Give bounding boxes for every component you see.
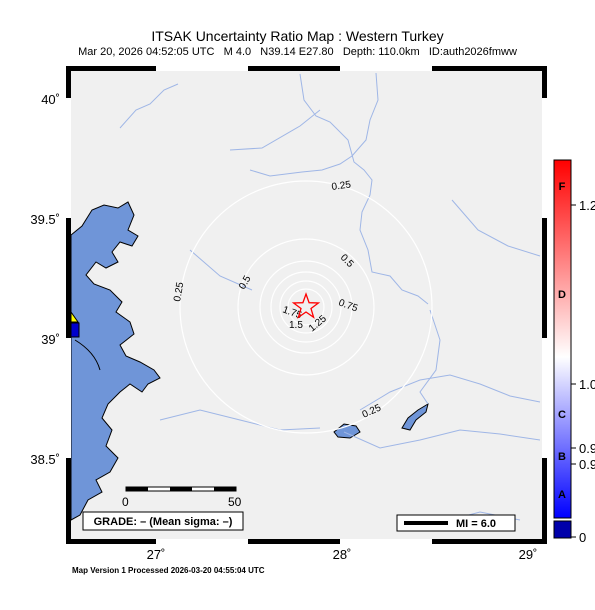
colorbar-value: 1.0 [579, 377, 595, 392]
footer-note: Map Version 1 Processed 2026-03-20 04:55… [72, 566, 265, 575]
map-title: ITSAK Uncertainty Ratio Map : Western Tu… [151, 28, 444, 44]
scale-end-label: 50 [228, 495, 242, 509]
colorbar-letter: F [559, 181, 566, 193]
colorbar-letter: B [558, 451, 566, 463]
lat-label: 40˚ [41, 92, 60, 107]
colorbar-letter: D [558, 289, 566, 301]
lat-label: 38.5˚ [30, 452, 60, 467]
contour-label: 0.25 [331, 179, 352, 193]
colorbar: F D C B A 1.2 1.0 0.9 0.9 0 [553, 159, 595, 545]
colorbar-value: 0.9 [579, 441, 595, 456]
contour-label: 1.5 [289, 320, 303, 331]
grade-box [82, 511, 244, 531]
colorbar-value: 0.9 [579, 457, 595, 472]
contours [179, 180, 433, 434]
mi-legend-line [404, 521, 448, 525]
fault-line [74, 339, 101, 371]
lon-label: 28˚ [333, 547, 352, 562]
colorbar-value: 1.2 [579, 198, 595, 213]
lon-label: 27˚ [147, 547, 166, 562]
star-icon[interactable] [291, 292, 321, 319]
lat-label: 39˚ [41, 332, 60, 347]
event-info: Mar 20, 2026 04:52:05 UTC M 4.0 N39.14 E… [78, 46, 517, 58]
sea-area [71, 201, 161, 521]
contour-label: 0.25 [172, 281, 186, 303]
colorbar-letter: A [558, 489, 566, 501]
station-marker-yellow[interactable] [70, 310, 79, 323]
colorbar-value: 0 [579, 530, 586, 545]
island [333, 423, 361, 439]
land-area [71, 71, 542, 539]
mi-legend [396, 514, 516, 532]
scale-bar: 0 50 [122, 486, 242, 509]
lake [401, 402, 429, 431]
scale-start-label: 0 [122, 495, 129, 509]
station-marker-blue[interactable] [70, 322, 80, 338]
mi-legend-text: MI = 6.0 [456, 518, 496, 530]
rivers [99, 72, 541, 527]
lon-label: 29˚ [519, 547, 538, 562]
colorbar-letter: C [558, 409, 566, 421]
grade-text: GRADE: – (Mean sigma: –) [94, 516, 233, 528]
lat-label: 39.5˚ [30, 212, 60, 227]
frame-ticks [66, 66, 547, 544]
